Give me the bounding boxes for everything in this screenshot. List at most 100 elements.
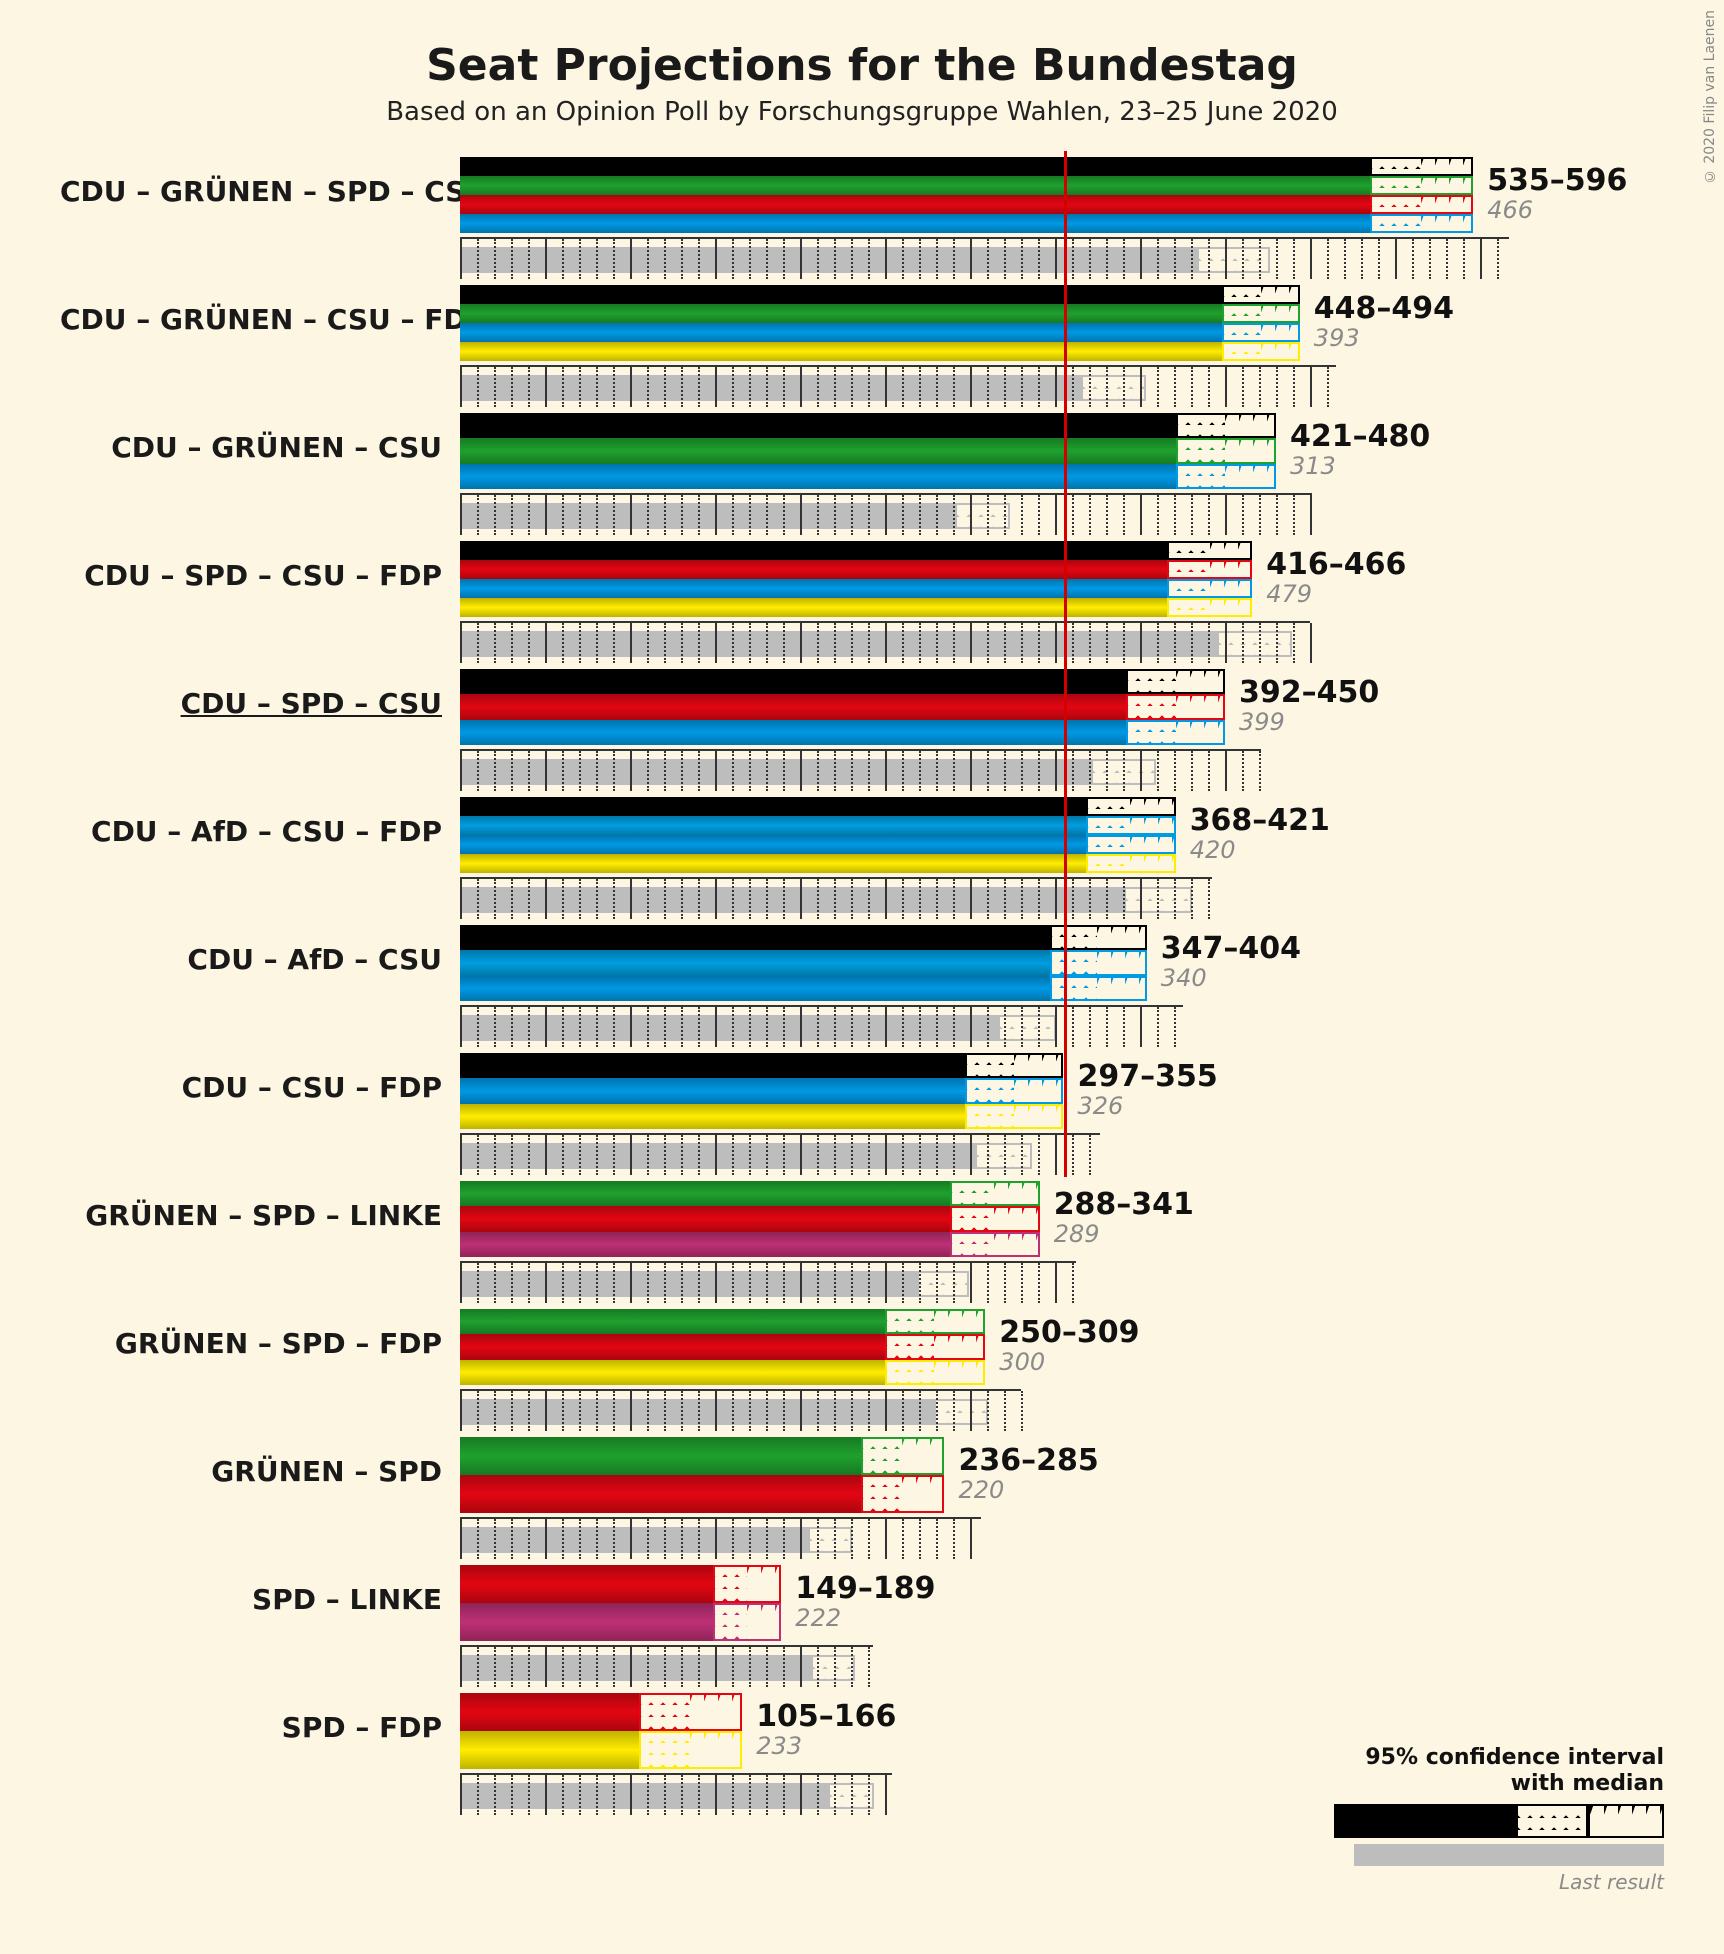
previous-result-label: 340: [1161, 964, 1301, 992]
bar-zone: 297–355326: [460, 1053, 1520, 1181]
coalition-label: GRÜNEN – SPD: [60, 1437, 460, 1488]
legend: 95% confidence interval with median Last…: [1304, 1745, 1664, 1894]
legend-ci-bar: [1334, 1804, 1664, 1838]
range-label: 236–285: [959, 1443, 1099, 1478]
coalition-row: GRÜNEN – SPD 236–285220: [60, 1437, 1694, 1565]
grid-bar: [460, 1133, 1100, 1175]
coalition-bar: [460, 1693, 639, 1769]
value-labels: 392–450399: [1239, 675, 1379, 736]
coalition-bar: [460, 797, 1086, 873]
coalition-bar: [460, 1437, 861, 1513]
legend-line2: with median: [1511, 1771, 1664, 1796]
previous-result-label: 326: [1078, 1092, 1218, 1120]
coalition-label: CDU – SPD – CSU – FDP: [60, 541, 460, 592]
legend-solid-segment: [1334, 1804, 1516, 1838]
grid-bar: [460, 749, 1261, 791]
grid-bar: [460, 1261, 1076, 1303]
grid-bar: [460, 365, 1336, 407]
copyright: © 2020 Filip van Laenen: [1702, 10, 1718, 184]
coalition-row: GRÜNEN – SPD – LINKE288–341289: [60, 1181, 1694, 1309]
previous-result-label: 300: [999, 1348, 1139, 1376]
previous-result-label: 289: [1054, 1220, 1194, 1248]
coalition-bar: [460, 157, 1370, 233]
coalition-bar: [460, 669, 1126, 745]
range-label: 421–480: [1290, 419, 1430, 454]
value-labels: 105–166233: [756, 1699, 896, 1760]
bar-zone: 416–466479: [460, 541, 1520, 669]
coalition-label: CDU – CSU – FDP: [60, 1053, 460, 1104]
coalition-label: CDU – GRÜNEN – CSU – FDP: [60, 285, 460, 336]
range-label: 368–421: [1190, 803, 1330, 838]
value-labels: 347–404340: [1161, 931, 1301, 992]
coalition-row: GRÜNEN – SPD – FDP 250–309300: [60, 1309, 1694, 1437]
coalition-chart: CDU – GRÜNEN – SPD – CSU535–596466CDU – …: [60, 157, 1694, 1821]
bar-zone: 421–480313: [460, 413, 1520, 541]
coalition-bar: [460, 1181, 950, 1257]
grid-bar: [460, 877, 1212, 919]
grid-bar: [460, 1389, 1021, 1431]
value-labels: 250–309300: [999, 1315, 1139, 1376]
confidence-interval: [1126, 669, 1225, 745]
range-label: 288–341: [1054, 1187, 1194, 1222]
legend-last-result-bar: [1354, 1844, 1664, 1866]
coalition-label: SPD – LINKE: [60, 1565, 460, 1616]
previous-result-label: 479: [1266, 580, 1406, 608]
coalition-row: CDU – SPD – CSU 392–450399: [60, 669, 1694, 797]
previous-result-label: 420: [1190, 836, 1330, 864]
coalition-row: CDU – CSU – FDP 297–355326: [60, 1053, 1694, 1181]
legend-cross-segment: [1516, 1804, 1589, 1838]
value-labels: 535–596466: [1487, 163, 1627, 224]
confidence-interval: [1176, 413, 1276, 489]
range-label: 105–166: [756, 1699, 896, 1734]
coalition-bar: [460, 1309, 885, 1385]
coalition-label: GRÜNEN – SPD – LINKE: [60, 1181, 460, 1232]
page: © 2020 Filip van Laenen Seat Projections…: [0, 0, 1724, 1954]
coalition-label: GRÜNEN – SPD – FDP: [60, 1309, 460, 1360]
previous-result-label: 313: [1290, 452, 1430, 480]
coalition-label: CDU – GRÜNEN – CSU: [60, 413, 460, 464]
coalition-bar: [460, 1053, 965, 1129]
last-result-bar: [460, 1271, 951, 1297]
coalition-label: CDU – SPD – CSU: [60, 669, 460, 720]
last-result-bar: [460, 1143, 1014, 1169]
bar-zone: 236–285220: [460, 1437, 1520, 1565]
legend-line1: 95% confidence interval: [1365, 1745, 1664, 1770]
grid-bar: [460, 1645, 873, 1687]
bar-zone: 368–421420: [460, 797, 1520, 925]
range-label: 416–466: [1266, 547, 1406, 582]
grid-bar: [460, 237, 1509, 279]
coalition-bar: [460, 285, 1222, 361]
value-labels: 368–421420: [1190, 803, 1330, 864]
range-label: 448–494: [1314, 291, 1454, 326]
coalition-row: CDU – AfD – CSU – FDP 368–421420: [60, 797, 1694, 925]
value-labels: 297–355326: [1078, 1059, 1218, 1120]
previous-result-label: 220: [959, 1476, 1099, 1504]
confidence-interval: [950, 1181, 1040, 1257]
coalition-row: CDU – GRÜNEN – CSU 421–480313: [60, 413, 1694, 541]
legend-diag-segment: [1588, 1804, 1664, 1838]
coalition-row: SPD – LINKE 149–189222: [60, 1565, 1694, 1693]
legend-title: 95% confidence interval with median: [1304, 1745, 1664, 1796]
value-labels: 149–189222: [795, 1571, 935, 1632]
value-labels: 236–285220: [959, 1443, 1099, 1504]
bar-zone: 392–450399: [460, 669, 1520, 797]
value-labels: 416–466479: [1266, 547, 1406, 608]
majority-threshold-line: [1064, 151, 1067, 1177]
last-result-bar: [460, 1783, 856, 1809]
coalition-row: CDU – GRÜNEN – CSU – FDP448–494393: [60, 285, 1694, 413]
confidence-interval: [713, 1565, 781, 1641]
confidence-interval: [1370, 157, 1474, 233]
coalition-bar: [460, 1565, 713, 1641]
coalition-row: CDU – SPD – CSU – FDP 416–466479: [60, 541, 1694, 669]
grid-bar: [460, 621, 1310, 663]
bar-zone: 250–309300: [460, 1309, 1520, 1437]
previous-result-label: 233: [756, 1732, 896, 1760]
legend-last-result-label: Last result: [1304, 1870, 1664, 1894]
grid-bar: [460, 1005, 1183, 1047]
chart-subtitle: Based on an Opinion Poll by Forschungsgr…: [30, 97, 1694, 127]
coalition-label: CDU – AfD – CSU – FDP: [60, 797, 460, 848]
previous-result-label: 222: [795, 1604, 935, 1632]
chart-title: Seat Projections for the Bundestag: [30, 40, 1694, 91]
bar-zone: 288–341289: [460, 1181, 1520, 1309]
value-labels: 421–480313: [1290, 419, 1430, 480]
